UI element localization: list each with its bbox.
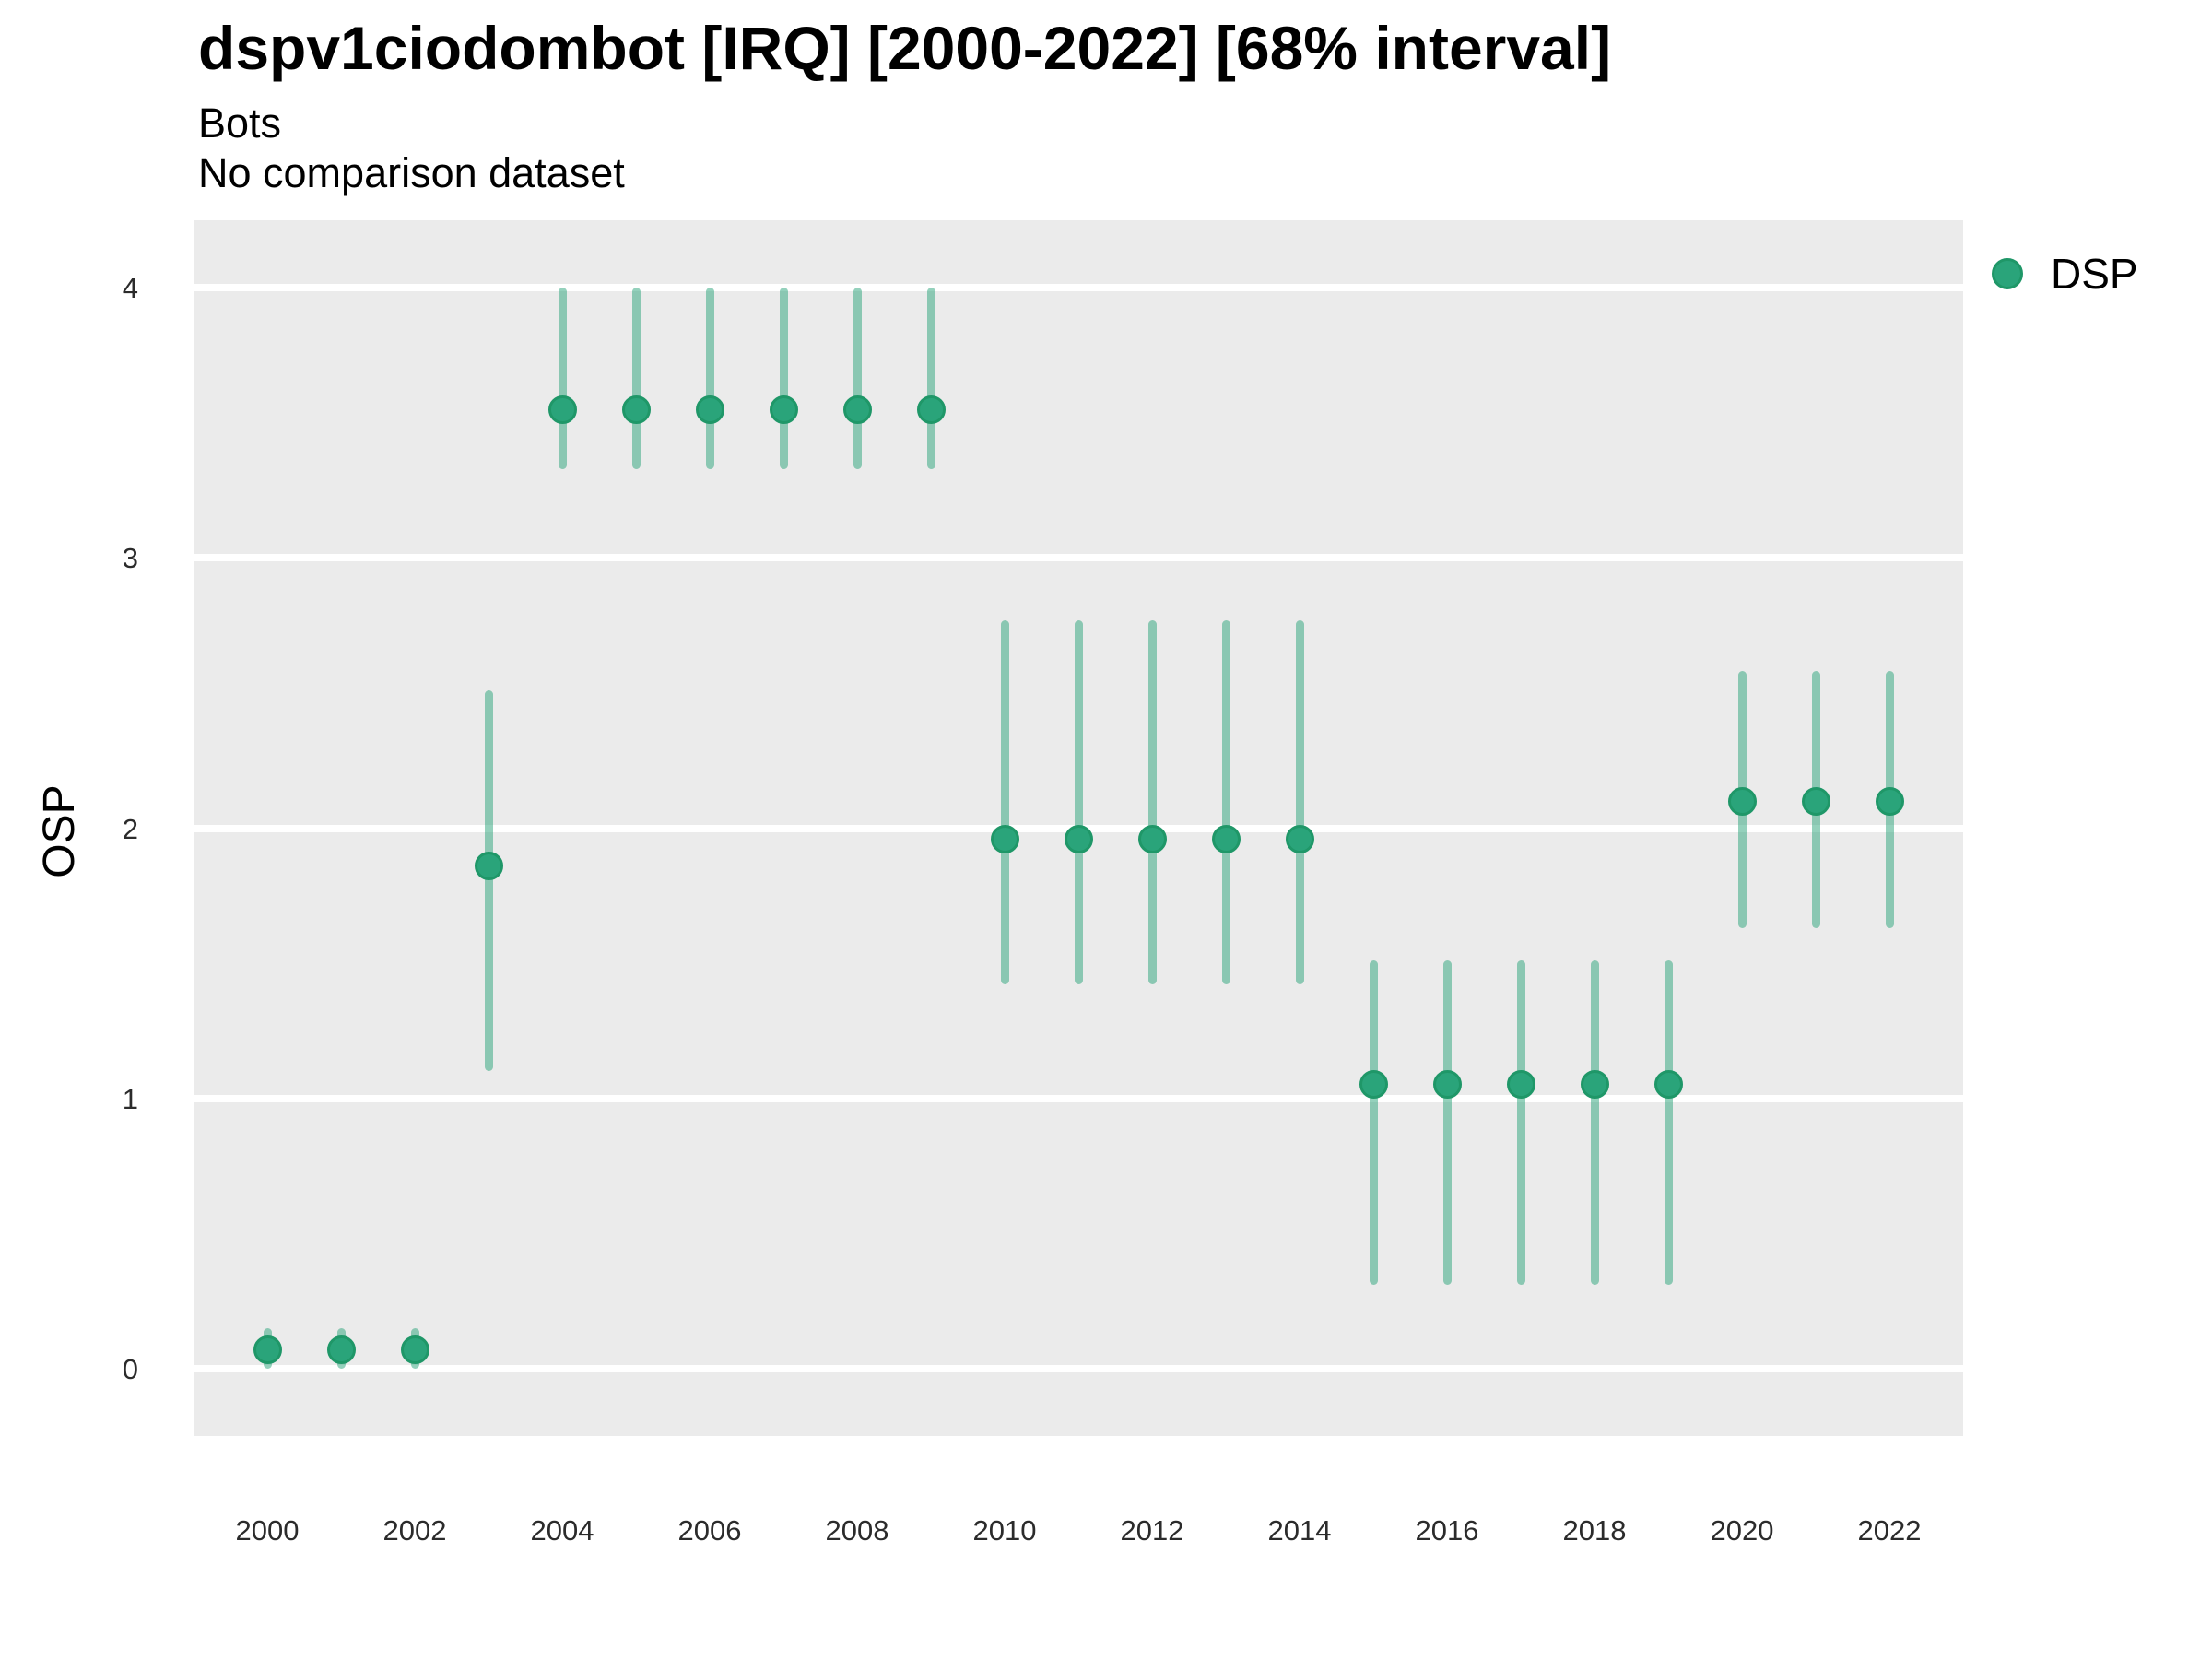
data-point-2021 [1801, 786, 1830, 816]
data-point-2009 [916, 394, 946, 424]
chart-title: dspv1ciodombot [IRQ] [2000-2022] [68% in… [198, 14, 1612, 82]
data-point-2004 [547, 394, 577, 424]
x-tick-label: 2012 [1120, 1514, 1184, 1547]
gridline-y-3 [194, 554, 1963, 562]
x-tick-label: 2004 [530, 1514, 594, 1547]
legend-dsp-label: DSP [2051, 250, 2138, 298]
interval-bar-2010 [1000, 619, 1009, 985]
gridline-y-1 [194, 1094, 1963, 1102]
interval-bar-2012 [1147, 619, 1157, 985]
x-tick-label: 2006 [677, 1514, 742, 1547]
data-point-2013 [1211, 824, 1241, 853]
interval-bar-2005 [631, 288, 641, 469]
data-point-2019 [1653, 1070, 1683, 1100]
chart-subtitle-dataset: Bots [198, 100, 282, 147]
data-point-2012 [1137, 824, 1167, 853]
interval-bar-2018 [1590, 960, 1599, 1285]
data-point-2017 [1506, 1070, 1535, 1100]
data-point-2005 [621, 394, 651, 424]
x-tick-label: 2008 [825, 1514, 889, 1547]
interval-bar-2016 [1442, 960, 1452, 1285]
y-tick-label: 1 [122, 1082, 138, 1115]
interval-bar-2013 [1221, 619, 1230, 985]
x-tick-label: 2000 [235, 1514, 300, 1547]
data-point-2011 [1064, 824, 1093, 853]
interval-bar-2011 [1074, 619, 1083, 985]
y-tick-label: 3 [122, 542, 138, 575]
interval-bar-2017 [1516, 960, 1525, 1285]
x-tick-label: 2018 [1562, 1514, 1627, 1547]
data-point-2001 [326, 1335, 356, 1364]
interval-bar-2015 [1369, 960, 1378, 1285]
interval-bar-2004 [558, 288, 567, 469]
data-point-2002 [400, 1335, 429, 1364]
interval-bar-2019 [1664, 960, 1673, 1285]
interval-bar-2007 [779, 288, 788, 469]
interval-bar-2014 [1295, 619, 1304, 985]
data-point-2006 [695, 394, 724, 424]
x-tick-label: 2014 [1267, 1514, 1332, 1547]
data-point-2020 [1727, 786, 1757, 816]
interval-bar-2008 [853, 288, 862, 469]
y-tick-label: 4 [122, 272, 138, 305]
legend: DSP [1992, 249, 2138, 299]
y-tick-label: 2 [122, 812, 138, 845]
plot-panel [194, 220, 1963, 1436]
gridline-y-0 [194, 1364, 1963, 1372]
legend-dsp-dot-icon [1992, 258, 2023, 289]
x-tick-label: 2020 [1710, 1514, 1774, 1547]
gridline-y-4 [194, 284, 1963, 292]
x-tick-label: 2016 [1415, 1514, 1479, 1547]
data-point-2015 [1359, 1070, 1388, 1100]
data-point-2016 [1432, 1070, 1462, 1100]
x-tick-label: 2002 [382, 1514, 447, 1547]
interval-bar-2006 [705, 288, 714, 469]
x-tick-label: 2022 [1857, 1514, 1922, 1547]
data-point-2018 [1580, 1070, 1609, 1100]
x-tick-label: 2010 [972, 1514, 1037, 1547]
interval-bar-2003 [484, 690, 493, 1072]
data-point-2000 [253, 1335, 282, 1364]
data-point-2008 [842, 394, 872, 424]
y-tick-label: 0 [122, 1352, 138, 1385]
data-point-2003 [474, 852, 503, 881]
data-point-2007 [769, 394, 798, 424]
data-point-2014 [1285, 824, 1314, 853]
data-point-2022 [1875, 786, 1904, 816]
chart-subtitle-comparison: No comparison dataset [198, 149, 625, 196]
data-point-2010 [990, 824, 1019, 853]
interval-bar-2009 [926, 288, 935, 469]
